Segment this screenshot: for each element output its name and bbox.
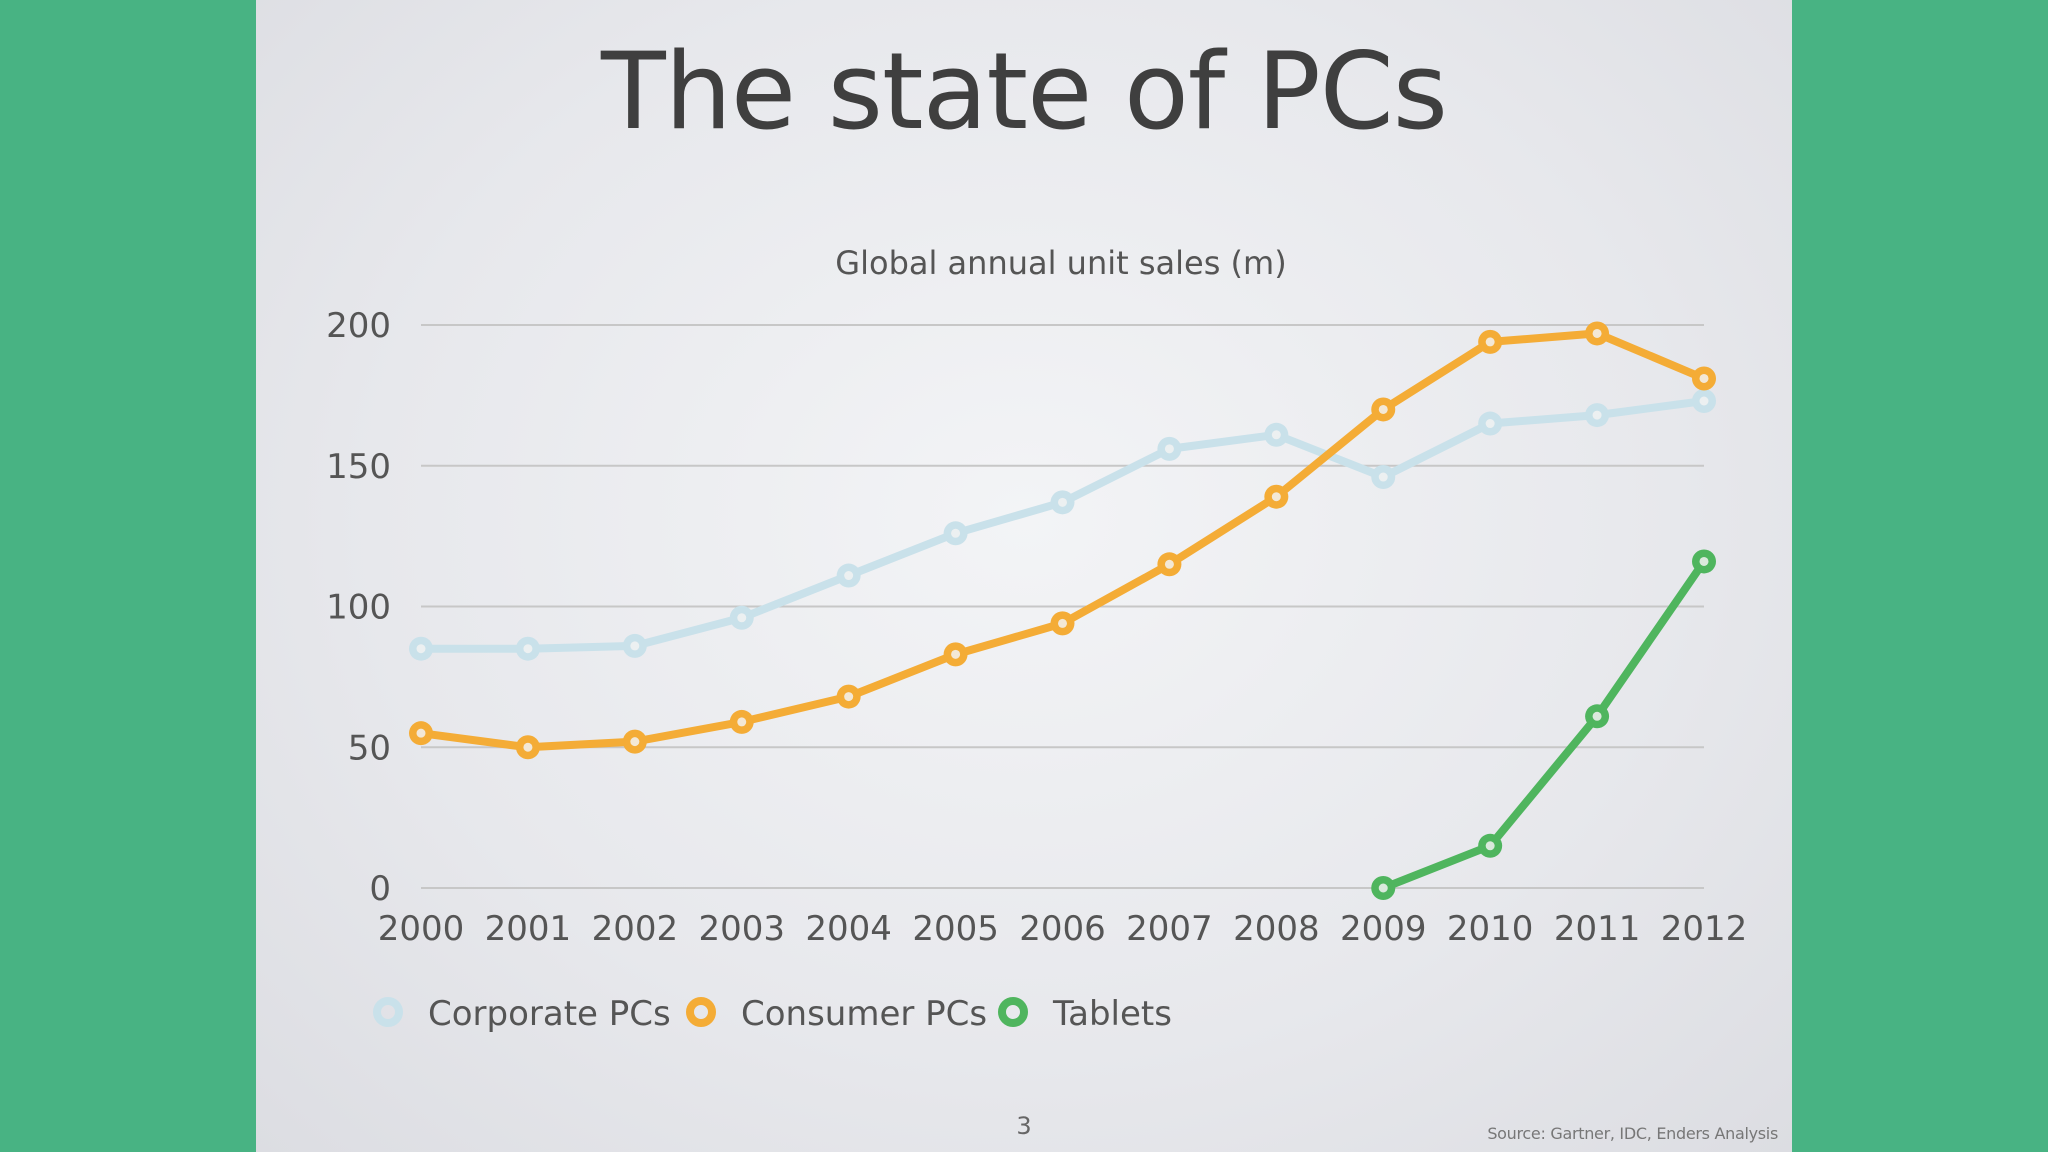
data-point-center — [416, 728, 426, 738]
data-point-center — [1485, 337, 1495, 347]
data-point-center — [1485, 419, 1495, 429]
data-point-center — [1058, 618, 1067, 628]
y-tick-label: 0 — [369, 869, 391, 909]
data-point-center — [1699, 396, 1709, 406]
x-tick-label: 2004 — [805, 909, 892, 949]
x-tick-label: 2011 — [1554, 909, 1641, 949]
x-tick-label: 2001 — [485, 909, 572, 949]
x-tick-label: 2006 — [1019, 909, 1106, 949]
data-point-center — [1699, 556, 1709, 566]
legend-label: Consumer PCs — [741, 994, 987, 1034]
data-point-center — [416, 644, 426, 654]
data-point-center — [630, 641, 640, 651]
slide-title: The state of PCs — [600, 30, 1448, 153]
data-point-center — [1699, 373, 1709, 383]
chart-title: Global annual unit sales (m) — [835, 244, 1286, 282]
data-point-center — [1592, 328, 1602, 338]
data-point-center — [630, 737, 640, 747]
data-point-center — [1058, 497, 1067, 507]
y-tick-label: 100 — [326, 588, 391, 628]
x-tick-label: 2012 — [1661, 909, 1748, 949]
data-point-center — [1271, 430, 1281, 440]
source-note: Source: Gartner, IDC, Enders Analysis — [1487, 1124, 1778, 1143]
x-tick-label: 2003 — [698, 909, 785, 949]
data-point-center — [1485, 841, 1495, 851]
x-tick-label: 2007 — [1126, 909, 1213, 949]
legend-label: Tablets — [1052, 994, 1172, 1034]
data-point-center — [844, 692, 854, 702]
x-tick-label: 2002 — [592, 909, 679, 949]
data-point-center — [1164, 444, 1174, 454]
y-tick-label: 150 — [326, 447, 391, 487]
legend-label: Corporate PCs — [428, 994, 671, 1034]
data-point-center — [1378, 472, 1388, 482]
line-chart: Global annual unit sales (m) 0 50 100 150 200… — [326, 244, 1748, 1034]
data-point-center — [1378, 883, 1388, 893]
data-point-center — [523, 644, 533, 654]
data-point-center — [1164, 559, 1174, 569]
series-line — [417, 329, 1708, 752]
data-point-center — [523, 742, 533, 752]
data-point-center — [951, 528, 961, 538]
legend-marker — [686, 997, 716, 1027]
x-tick-label: 2009 — [1340, 909, 1427, 949]
x-tick-label: 2005 — [912, 909, 999, 949]
slide: The state of PCs Global annual unit sale… — [256, 0, 1792, 1152]
data-point-center — [1592, 410, 1602, 420]
y-tick-label: 50 — [348, 728, 391, 768]
data-point-center — [1592, 711, 1602, 721]
legend-marker — [373, 997, 403, 1027]
x-tick-label: 2008 — [1233, 909, 1320, 949]
data-point-center — [1271, 492, 1281, 502]
y-tick-label: 200 — [326, 306, 391, 346]
page-number: 3 — [1016, 1112, 1032, 1140]
data-point-center — [737, 613, 747, 623]
data-point-center — [951, 649, 961, 659]
data-point-center — [844, 571, 854, 581]
x-tick-label: 2000 — [378, 909, 465, 949]
legend-marker — [998, 997, 1028, 1027]
series-line — [1379, 557, 1708, 892]
data-point-center — [1378, 404, 1388, 414]
data-point-center — [737, 717, 747, 727]
x-tick-label: 2010 — [1447, 909, 1534, 949]
